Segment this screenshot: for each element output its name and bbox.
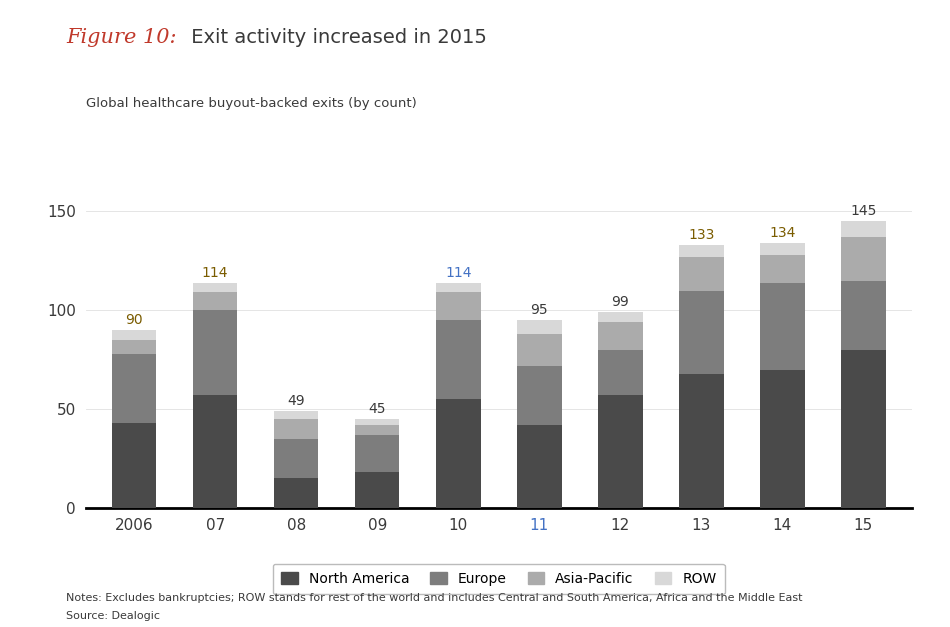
Bar (841, 221, 885, 237)
Bar (841, 281, 885, 350)
Text: 49: 49 (287, 394, 305, 408)
Bar (679, 290, 724, 374)
Text: 114: 114 (202, 266, 228, 280)
Text: 133: 133 (688, 228, 714, 242)
Bar (112, 340, 157, 354)
Bar (679, 245, 724, 257)
Text: 45: 45 (369, 402, 386, 416)
Text: 90: 90 (125, 313, 142, 327)
Bar (841, 237, 885, 281)
Text: Notes: Excludes bankruptcies; ROW stands for rest of the world and includes Cent: Notes: Excludes bankruptcies; ROW stands… (66, 593, 803, 603)
Bar (274, 411, 318, 419)
Bar (436, 320, 481, 399)
Bar (841, 350, 885, 508)
Bar (517, 366, 561, 425)
Bar (112, 423, 157, 508)
Bar (193, 395, 238, 508)
Bar (598, 322, 642, 350)
Text: 99: 99 (612, 295, 629, 309)
Bar (355, 419, 400, 425)
Bar (355, 435, 400, 472)
Bar (274, 439, 318, 478)
Bar (436, 283, 481, 292)
Bar (436, 399, 481, 508)
Bar (760, 243, 805, 255)
Text: Figure 10:: Figure 10: (66, 28, 177, 47)
Bar (517, 334, 561, 366)
Bar (760, 369, 805, 508)
Bar (193, 283, 238, 292)
Bar (517, 425, 561, 508)
Bar (760, 255, 805, 283)
Bar (598, 395, 642, 508)
Bar (112, 330, 157, 340)
Bar (679, 257, 724, 290)
Text: 134: 134 (770, 226, 795, 240)
Bar (193, 292, 238, 310)
Bar (760, 283, 805, 369)
Text: 145: 145 (850, 204, 877, 218)
Text: 95: 95 (530, 303, 548, 317)
Bar (598, 312, 642, 322)
Bar (112, 354, 157, 423)
Bar (679, 374, 724, 508)
Bar (598, 350, 642, 395)
Bar (355, 425, 400, 435)
Text: Global healthcare buyout-backed exits (by count): Global healthcare buyout-backed exits (b… (86, 97, 416, 110)
Text: Source: Dealogic: Source: Dealogic (66, 611, 161, 621)
Bar (355, 472, 400, 508)
Legend: North America, Europe, Asia-Pacific, ROW: North America, Europe, Asia-Pacific, ROW (273, 564, 725, 594)
Bar (436, 292, 481, 320)
Bar (274, 419, 318, 439)
Text: 114: 114 (445, 266, 471, 280)
Text: Exit activity increased in 2015: Exit activity increased in 2015 (185, 28, 487, 47)
Bar (274, 478, 318, 508)
Bar (193, 310, 238, 395)
Bar (517, 320, 561, 334)
